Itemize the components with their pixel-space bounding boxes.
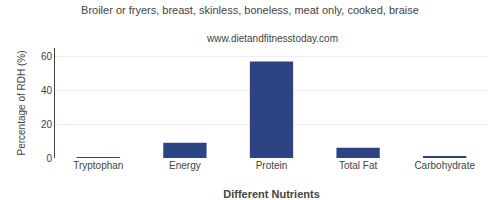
svg-text:0: 0 — [46, 153, 52, 164]
svg-text:Broiler or fryers, breast, ski: Broiler or fryers, breast, skinless, bon… — [81, 4, 419, 16]
svg-text:60: 60 — [41, 51, 53, 62]
svg-text:20: 20 — [41, 119, 53, 130]
svg-text:Protein: Protein — [256, 160, 288, 171]
svg-text:Tryptophan: Tryptophan — [73, 160, 123, 171]
svg-text:Percentage of RDH (%): Percentage of RDH (%) — [16, 50, 27, 155]
svg-text:www.dietandfitnesstoday.com: www.dietandfitnesstoday.com — [206, 33, 338, 44]
svg-text:Energy: Energy — [169, 160, 201, 171]
svg-text:Carbohydrate: Carbohydrate — [414, 160, 475, 171]
svg-text:Different Nutrients: Different Nutrients — [223, 188, 320, 200]
svg-text:Total Fat: Total Fat — [339, 160, 378, 171]
svg-text:40: 40 — [41, 85, 53, 96]
